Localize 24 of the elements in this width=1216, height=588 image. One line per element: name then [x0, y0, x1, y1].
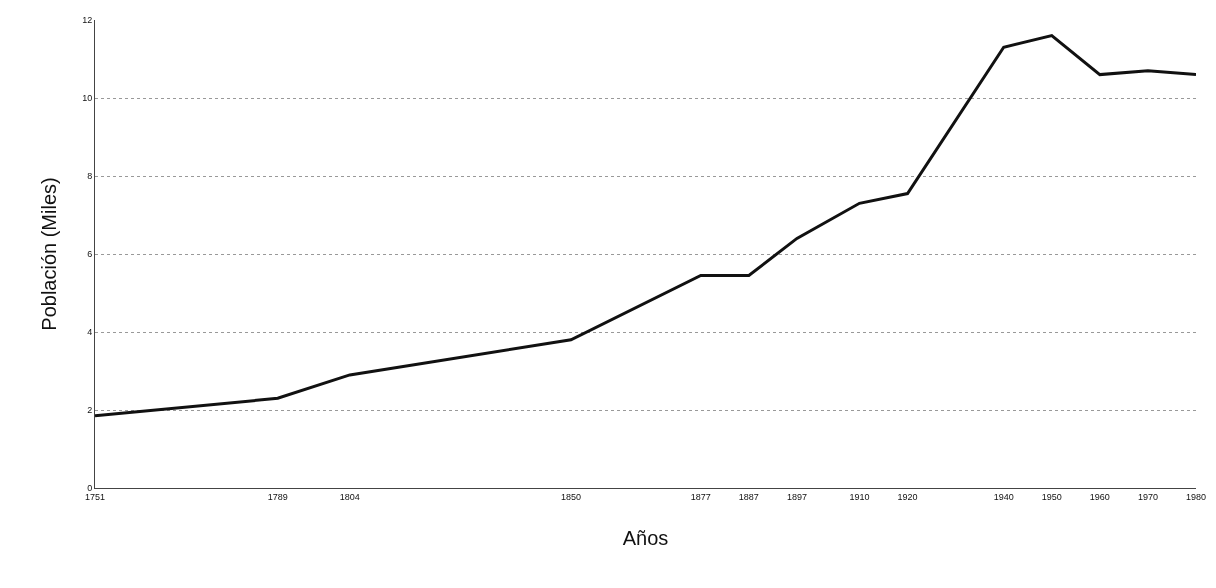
- x-tick-label: 1920: [897, 491, 918, 502]
- x-tick-label: 1960: [1089, 491, 1110, 502]
- x-tick-label: 1897: [786, 491, 807, 502]
- x-axis-title: Años: [622, 527, 669, 550]
- x-tick-label: 1970: [1137, 491, 1158, 502]
- x-tick-label: 1751: [84, 491, 106, 502]
- x-tick-label: 1980: [1185, 491, 1207, 502]
- y-axis-title: Población (Miles): [37, 177, 60, 331]
- y-tick-label: 6: [87, 249, 93, 260]
- line-series: [95, 34, 1196, 418]
- x-tick-label: 1850: [560, 491, 581, 502]
- y-tick-label: 4: [87, 327, 93, 338]
- x-tick-label: 1877: [690, 491, 711, 502]
- x-tick-label: 1910: [849, 491, 870, 502]
- y-tick-label: 10: [82, 93, 93, 104]
- x-tick-label: 1804: [339, 491, 360, 502]
- y-tick-label: 8: [87, 171, 93, 182]
- y-tick-label: 12: [82, 15, 93, 26]
- y-tick-label: 0: [87, 483, 93, 494]
- x-tick-label: 1940: [993, 491, 1014, 502]
- x-tick-label: 1950: [1041, 491, 1062, 502]
- y-tick-label: 2: [87, 405, 93, 416]
- x-tick-label: 1887: [738, 491, 759, 502]
- x-tick-label: 1789: [267, 491, 288, 502]
